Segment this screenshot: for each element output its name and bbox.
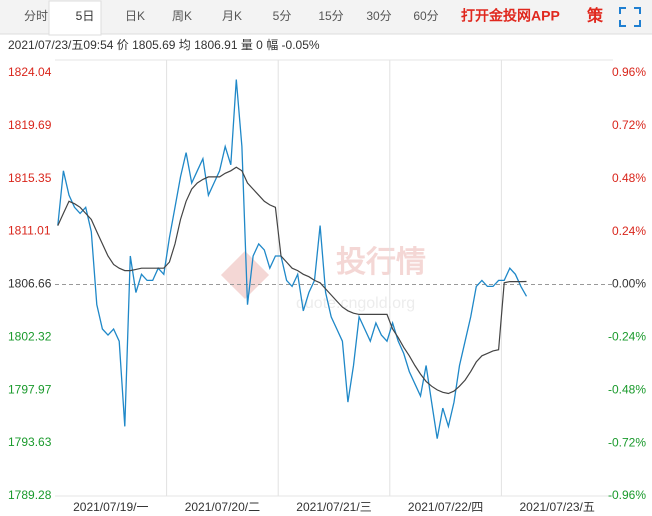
y-tick-label: 1802.32 xyxy=(8,329,52,343)
y-tick-label: 1797.97 xyxy=(8,382,52,396)
y2-tick-label: -0.48% xyxy=(608,382,646,396)
y2-tick-label: 0.48% xyxy=(612,171,646,185)
y2-tick-label: 0.24% xyxy=(612,224,646,238)
y2-tick-label: 0.00% xyxy=(612,277,646,291)
y-tick-label: 1811.01 xyxy=(8,224,51,238)
app-link[interactable]: 打开金投网APP xyxy=(461,8,560,24)
y2-tick-label: -0.72% xyxy=(608,435,646,449)
y-tick-label: 1824.04 xyxy=(8,65,52,79)
tab[interactable]: 周K xyxy=(172,9,192,23)
tab[interactable]: 5分 xyxy=(273,9,292,23)
series-line xyxy=(57,166,527,395)
tab[interactable]: 15分 xyxy=(318,9,343,23)
x-tick-label: 2021/07/20/二 xyxy=(185,500,260,514)
series-line xyxy=(57,79,528,439)
tab-selected-bg xyxy=(48,0,102,36)
y2-tick-label: 0.72% xyxy=(612,118,646,132)
watermark-site: quote.cngold.org xyxy=(296,295,415,312)
y-tick-label: 1806.66 xyxy=(8,277,52,291)
x-tick-label: 2021/07/23/五 xyxy=(519,500,594,514)
y-tick-label: 1815.35 xyxy=(8,171,52,185)
y2-tick-label: -0.24% xyxy=(608,330,646,344)
watermark: 投行情 quote.cngold.org xyxy=(220,246,426,312)
tab[interactable]: 5日 xyxy=(76,9,95,23)
tab[interactable]: 分时 xyxy=(24,9,48,23)
tab[interactable]: 30分 xyxy=(366,9,391,23)
x-tick-label: 2021/07/21/三 xyxy=(296,500,371,514)
y-tick-label: 1793.63 xyxy=(8,435,52,449)
tab[interactable]: 月K xyxy=(222,9,242,23)
y-tick-label: 1819.69 xyxy=(8,118,52,132)
tab[interactable]: 60分 xyxy=(413,9,438,23)
y2-tick-label: -0.96% xyxy=(608,488,646,502)
strategy-icon[interactable]: 策 xyxy=(586,6,604,25)
y2-tick-label: 0.96% xyxy=(612,65,646,79)
fullscreen-icon[interactable] xyxy=(619,7,641,27)
tab[interactable]: 日K xyxy=(125,9,145,23)
x-tick-label: 2021/07/19/一 xyxy=(73,500,148,514)
watermark-brand: 投行情 xyxy=(336,246,426,279)
tab-bar xyxy=(0,0,652,34)
x-tick-label: 2021/07/22/四 xyxy=(408,500,483,514)
y-tick-label: 1789.28 xyxy=(8,488,52,502)
info-line: 2021/07/23/五09:54 价 1805.69 均 1806.91 量 … xyxy=(8,37,320,52)
